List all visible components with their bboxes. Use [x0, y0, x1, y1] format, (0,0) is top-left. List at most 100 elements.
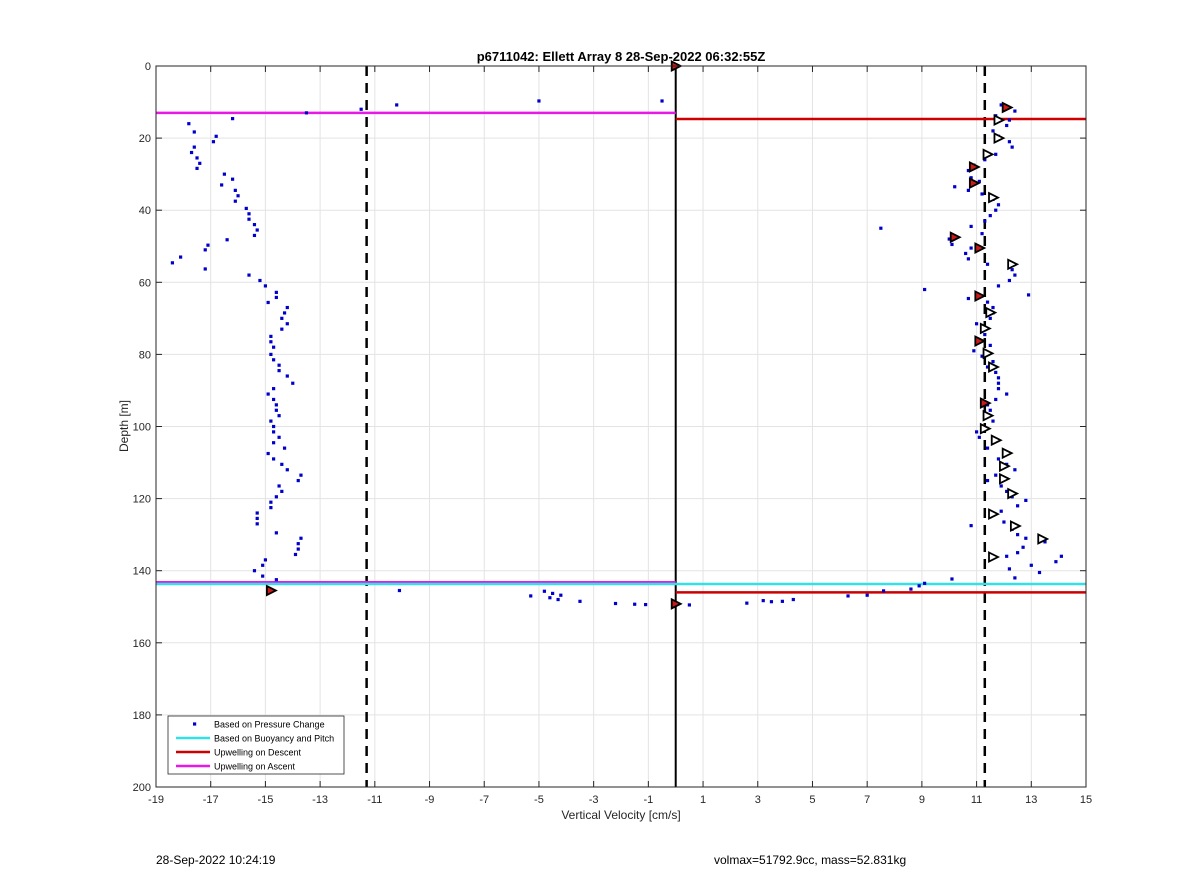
ascent-marker: [993, 114, 1006, 127]
pressure-change-point: [269, 500, 273, 504]
pressure-change-point: [293, 552, 298, 557]
pressure-change-point: [1054, 560, 1058, 564]
pressure-change-point: [274, 403, 278, 407]
pressure-change-point: [269, 334, 273, 338]
pressure-change-point: [266, 451, 270, 456]
descent-marker: [974, 242, 987, 255]
pressure-change-point: [1005, 392, 1009, 396]
pressure-change-point: [1016, 551, 1020, 555]
pressure-change-point: [272, 387, 276, 391]
pressure-change-point: [985, 300, 990, 304]
pressure-change-point: [972, 349, 976, 353]
ascent-marker: [988, 191, 1001, 204]
pressure-change-point: [985, 446, 990, 450]
x-tick-label: 11: [971, 794, 982, 806]
pressure-change-point: [198, 161, 202, 165]
pressure-change-point: [791, 597, 795, 602]
y-tick-label: 20: [139, 133, 151, 145]
pressure-change-point: [220, 183, 224, 187]
pressure-change-point: [272, 457, 276, 461]
pressure-change-point: [269, 419, 273, 423]
x-tick-label: 3: [755, 794, 761, 806]
x-tick-label: -9: [425, 794, 435, 806]
pressure-change-point: [969, 524, 973, 528]
x-tick-label: 15: [1080, 794, 1092, 806]
pressure-change-point: [991, 129, 995, 133]
pressure-change-point: [996, 457, 1001, 461]
pressure-change-point: [879, 226, 883, 230]
ascent-marker: [1009, 520, 1022, 532]
x-axis-ticks: -19 -17 -15 -13 -11 -9 -7 -5 -3 -1 1 3 5 7 9 11 13 15: [148, 66, 1092, 806]
pressure-change-point: [983, 158, 987, 162]
pressure-change-point: [247, 273, 251, 277]
pressure-change-point: [996, 376, 1001, 380]
pressure-change-point: [999, 484, 1003, 488]
pressure-change-point: [211, 140, 216, 144]
x-axis-label: Vertical Velocity [cm/s]: [561, 808, 680, 822]
pressure-change-point: [996, 203, 1001, 207]
pressure-change-point: [203, 248, 207, 252]
depth-velocity-chart: -19 -17 -15 -13 -11 -9 -7 -5 -3 -1 1 3 5 7 9 11 13 15 020…: [117, 49, 1092, 822]
pressure-change-point: [974, 322, 979, 326]
pressure-change-point: [969, 246, 973, 250]
pressure-change-point: [1013, 109, 1017, 113]
pressure-change-point: [266, 300, 270, 305]
descent-marker: [670, 597, 683, 610]
pressure-change-point: [195, 166, 199, 170]
pressure-change-point: [280, 327, 284, 331]
pressure-change-point: [578, 599, 582, 603]
pressure-change-point: [359, 107, 363, 111]
pressure-change-point: [551, 591, 555, 596]
pressure-change-point: [687, 603, 691, 607]
pressure-change-point: [966, 257, 970, 261]
pressure-change-point: [247, 212, 251, 216]
x-tick-label: -11: [367, 794, 382, 806]
pressure-change-point: [252, 233, 257, 238]
pressure-change-point: [395, 103, 399, 107]
footer-timestamp: 28-Sep-2022 10:24:19: [156, 853, 276, 867]
pressure-change-point: [1007, 118, 1012, 122]
descent-marker: [968, 177, 981, 190]
x-tick-label: -5: [534, 794, 544, 806]
descent-marker: [968, 160, 981, 173]
pressure-change-point: [1043, 540, 1047, 544]
pressure-change-point: [950, 242, 954, 247]
pressure-change-point: [977, 435, 981, 439]
x-tick-label: -19: [148, 794, 164, 806]
pressure-change-point: [1029, 563, 1033, 567]
legend-label: Based on Buoyancy and Pitch: [214, 734, 334, 744]
ascent-marker: [982, 409, 995, 422]
pressure-change-point: [1013, 576, 1017, 580]
pressure-change-point: [1010, 145, 1014, 149]
descent-marker: [949, 231, 962, 244]
ascent-marker: [1037, 533, 1050, 545]
descent-marker: [1001, 101, 1014, 114]
ascent-marker: [1007, 487, 1020, 500]
pressure-change-point: [977, 179, 981, 183]
pressure-change-point: [985, 478, 990, 483]
pressure-change-point: [917, 584, 921, 588]
pressure-change-point: [269, 352, 273, 356]
pressure-change-point: [296, 547, 300, 551]
pressure-change-point: [881, 589, 886, 593]
pressure-change-point: [542, 589, 547, 593]
y-tick-label: 140: [133, 566, 151, 578]
pressure-change-point: [1024, 536, 1028, 540]
pressure-change-point: [296, 478, 300, 483]
pressure-change-point: [947, 237, 951, 241]
pressure-change-point: [280, 316, 284, 320]
pressure-change-point: [980, 192, 984, 196]
pressure-change-point: [285, 468, 289, 472]
pressure-change-point: [285, 305, 289, 310]
pressure-change-point: [282, 446, 287, 450]
pressure-change-point: [272, 397, 276, 402]
pressure-change-point: [996, 381, 1001, 385]
pressure-change-point: [660, 99, 664, 103]
pressure-change-point: [299, 473, 303, 477]
legend-label: Upwelling on Ascent: [214, 762, 296, 772]
y-tick-label: 60: [139, 277, 151, 289]
ascent-marker: [993, 132, 1006, 145]
pressure-change-point: [994, 370, 998, 375]
ascent-marker: [1001, 447, 1014, 460]
pressure-change-point: [769, 600, 774, 604]
